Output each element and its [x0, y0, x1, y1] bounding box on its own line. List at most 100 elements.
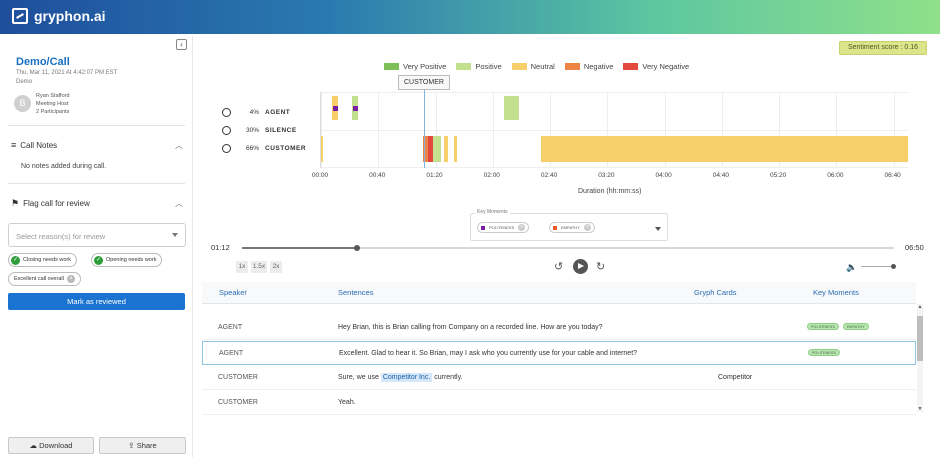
row-separator [321, 92, 908, 93]
speed-1x-button[interactable]: 1x [236, 261, 248, 273]
legend-item: Very Negative [623, 62, 689, 71]
legend-item: Very Positive [384, 62, 446, 71]
legend-item: Positive [456, 62, 502, 71]
gryph-highlight[interactable]: Competitor Inc. [380, 373, 433, 382]
remove-chip-icon[interactable]: × [518, 224, 526, 231]
chevron-up-icon[interactable]: ︿ [175, 141, 183, 150]
sidebar: ‹ Demo/Call Thu, Mar 11, 2021 At 4:42:07… [3, 36, 193, 457]
sentiment-segment-customer[interactable] [541, 136, 908, 162]
download-button[interactable]: ☁ Download [8, 437, 94, 454]
x-axis-title: Duration (hh:mm:ss) [578, 188, 642, 195]
speaker-percent: 4% [249, 109, 259, 116]
col-speaker[interactable]: Speaker [219, 288, 247, 297]
progress-handle[interactable] [353, 245, 360, 251]
legend-label: Very Positive [403, 62, 447, 71]
review-chip-closing[interactable]: ✓ Closing needs work [8, 253, 77, 267]
scroll-down-icon[interactable]: ▼ [917, 406, 923, 412]
key-moment-tag: EMPATHY [842, 323, 869, 330]
main-panel: Sentiment score : 0.16 Very Positive Pos… [196, 36, 937, 457]
sentiment-segment-customer[interactable] [428, 136, 433, 162]
x-tick-label: 02:40 [540, 172, 558, 179]
speed-1.5x-button[interactable]: 1.5x [251, 261, 267, 273]
review-chip-opening[interactable]: ✓ Opening needs work [91, 253, 163, 267]
notes-icon: ≡ [11, 140, 17, 150]
row-tags: POLITENESS EMPATHY [807, 323, 873, 330]
flag-review-header[interactable]: ⚑ Flag call for review [11, 198, 90, 209]
speed-2x-button[interactable]: 2x [270, 261, 282, 273]
volume-slider[interactable] [861, 266, 893, 267]
play-button[interactable] [573, 259, 588, 274]
col-sentences[interactable]: Sentences [338, 288, 374, 297]
speaker-row-silence: 30% SILENCE [222, 126, 297, 135]
scroll-thumb[interactable] [917, 316, 923, 361]
call-title: Demo/Call [16, 56, 70, 68]
share-button[interactable]: ⇪ Share [99, 437, 186, 454]
transcript-header: Speaker Sentences Gryph Cards Key Moment… [202, 282, 916, 304]
progress-fill [242, 247, 357, 249]
timer-icon [222, 144, 231, 153]
caret-down-icon[interactable] [655, 227, 661, 231]
key-moment-marker[interactable] [353, 106, 359, 111]
chevron-up-icon[interactable]: ︿ [175, 199, 183, 208]
timer-icon [222, 126, 231, 135]
table-row-active[interactable]: AGENT Excellent. Glad to hear it. So Bri… [202, 341, 916, 365]
audio-progress-bar[interactable] [242, 245, 894, 251]
review-reason-placeholder: Select reason(s) for review [16, 232, 106, 241]
row-sentence: Yeah. [338, 399, 356, 406]
call-date: Thu, Mar 11, 2021 At 4:42:07 PM EST [16, 70, 118, 76]
x-tick-label: 04:00 [655, 172, 672, 179]
sentiment-segment-agent[interactable] [504, 96, 519, 120]
table-row[interactable]: AGENT Hey Brian, this is Brian calling f… [202, 316, 916, 340]
row-speaker: CUSTOMER [218, 374, 258, 381]
total-time: 06:50 [905, 243, 924, 252]
table-row[interactable]: CUSTOMER Yeah. [202, 391, 916, 415]
chip-label: Opening needs work [106, 257, 157, 263]
row-speaker: AGENT [218, 324, 243, 331]
volume-icon[interactable]: 🔈 [846, 262, 858, 272]
x-tick-label: 00:40 [369, 172, 386, 179]
speaker-percent: 66% [245, 145, 259, 152]
flag-icon: ⚑ [11, 198, 20, 208]
remove-chip-icon[interactable]: × [583, 224, 591, 231]
transcript-scrollbar[interactable]: ▲ ▼ [917, 304, 923, 412]
rewind-icon[interactable]: ↺ [554, 261, 564, 273]
logo-icon [12, 8, 28, 24]
remove-chip-icon[interactable]: × [66, 275, 75, 283]
col-key-moments[interactable]: Key Moments [813, 288, 859, 297]
sentiment-segment-customer[interactable] [432, 136, 442, 162]
row-separator [321, 130, 908, 131]
legend-label: Positive [475, 62, 502, 71]
row-gryph-card[interactable]: Competitor [718, 374, 753, 381]
key-moments-label: Key Moments [475, 209, 510, 215]
key-moment-marker[interactable] [333, 106, 339, 111]
color-swatch [553, 225, 557, 230]
volume-handle[interactable] [891, 264, 896, 269]
sentiment-segment-customer[interactable] [454, 136, 457, 162]
scroll-up-icon[interactable]: ▲ [917, 304, 923, 310]
review-reason-select[interactable]: Select reason(s) for review [8, 223, 186, 247]
key-moment-chip[interactable]: POLITENESS × [477, 222, 530, 233]
speaker-percent: 30% [245, 127, 259, 134]
call-notes-header[interactable]: ≡ Call Notes [11, 140, 57, 150]
review-chip-excellent[interactable]: Excellent call overall × [8, 272, 81, 286]
divider [8, 183, 185, 184]
app-logo[interactable]: gryphon.ai [12, 8, 106, 24]
speaker-row-agent: 4% AGENT [222, 108, 290, 117]
key-moment-chip[interactable]: EMPATHY × [549, 222, 595, 233]
table-row[interactable]: CUSTOMER Sure, we use Competitor Inc. cu… [202, 366, 916, 390]
sentiment-segment-customer[interactable] [321, 136, 323, 162]
legend-item: Neutral [511, 62, 555, 71]
collapse-sidebar-button[interactable]: ‹ [176, 39, 187, 50]
mark-reviewed-button[interactable]: Mark as reviewed [8, 293, 185, 310]
forward-icon[interactable]: ↻ [596, 261, 606, 273]
sentiment-segment-customer[interactable] [444, 136, 449, 162]
key-moment-tag: POLITENESS [807, 323, 839, 330]
key-moments-filter[interactable]: Key Moments POLITENESS × EMPATHY × [470, 209, 668, 241]
speaker-row-customer: 66% CUSTOMER [222, 144, 306, 153]
col-gryph-cards[interactable]: Gryph Cards [694, 288, 737, 297]
sentiment-segment-customer[interactable] [422, 136, 429, 162]
chip-label: Closing needs work [23, 257, 71, 263]
row-separator [321, 167, 908, 168]
participants-count: 2 Participants [36, 109, 70, 115]
timeline-plot[interactable] [320, 86, 908, 168]
